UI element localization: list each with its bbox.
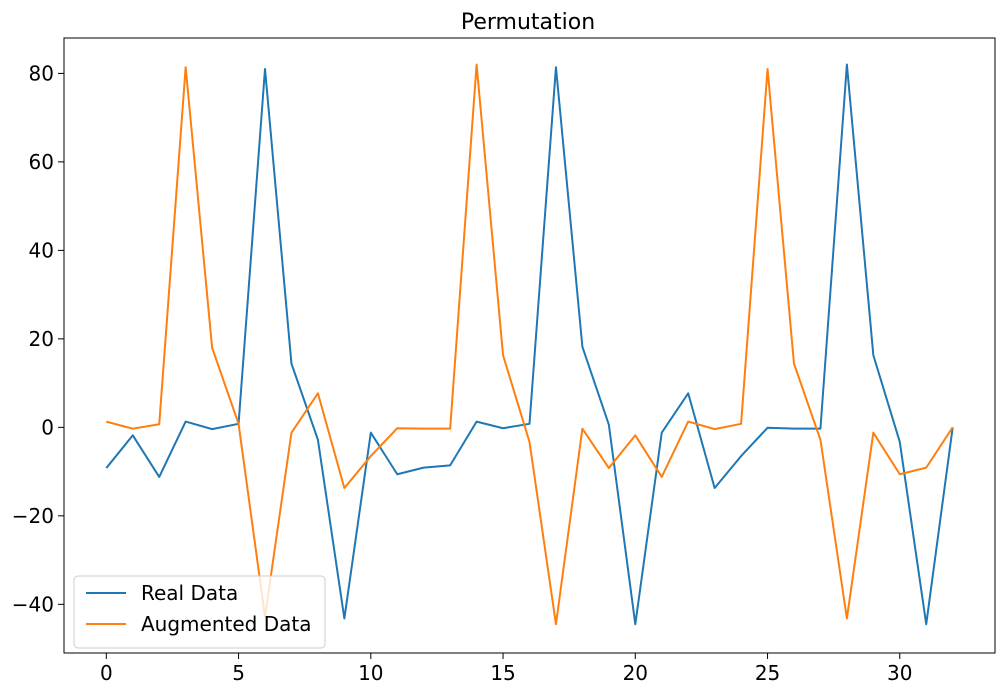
series-line-2 bbox=[106, 63, 954, 626]
x-tick-label: 30 bbox=[887, 661, 912, 685]
x-tick-label: 10 bbox=[358, 661, 383, 685]
axes-frame bbox=[63, 37, 996, 654]
x-tick-label: 0 bbox=[100, 661, 113, 685]
x-tick-label: 15 bbox=[490, 661, 515, 685]
legend-label-2: Augmented Data bbox=[141, 612, 311, 636]
x-tick-label: 20 bbox=[623, 661, 648, 685]
x-tick-label: 25 bbox=[755, 661, 780, 685]
legend-box bbox=[73, 575, 326, 649]
y-tick-label: 80 bbox=[29, 61, 54, 85]
legend: Real Data Augmented Data bbox=[73, 575, 326, 649]
series-line-1 bbox=[105, 63, 954, 626]
y-tick-label: 0 bbox=[41, 415, 54, 439]
legend-label-1: Real Data bbox=[141, 581, 238, 605]
y-tick-label: −40 bbox=[12, 592, 54, 616]
y-tick-label: −20 bbox=[12, 504, 54, 528]
x-tick-label: 5 bbox=[232, 661, 245, 685]
plot-area: 0 5 10 15 20 25 30 −40 −20 0 20 40 60 80 Real Data Augm… bbox=[12, 37, 996, 685]
y-tick-label: 20 bbox=[29, 327, 54, 351]
y-tick-label: 40 bbox=[29, 238, 54, 262]
chart-title: Permutation bbox=[461, 10, 595, 35]
y-tick-label: 60 bbox=[29, 150, 54, 174]
